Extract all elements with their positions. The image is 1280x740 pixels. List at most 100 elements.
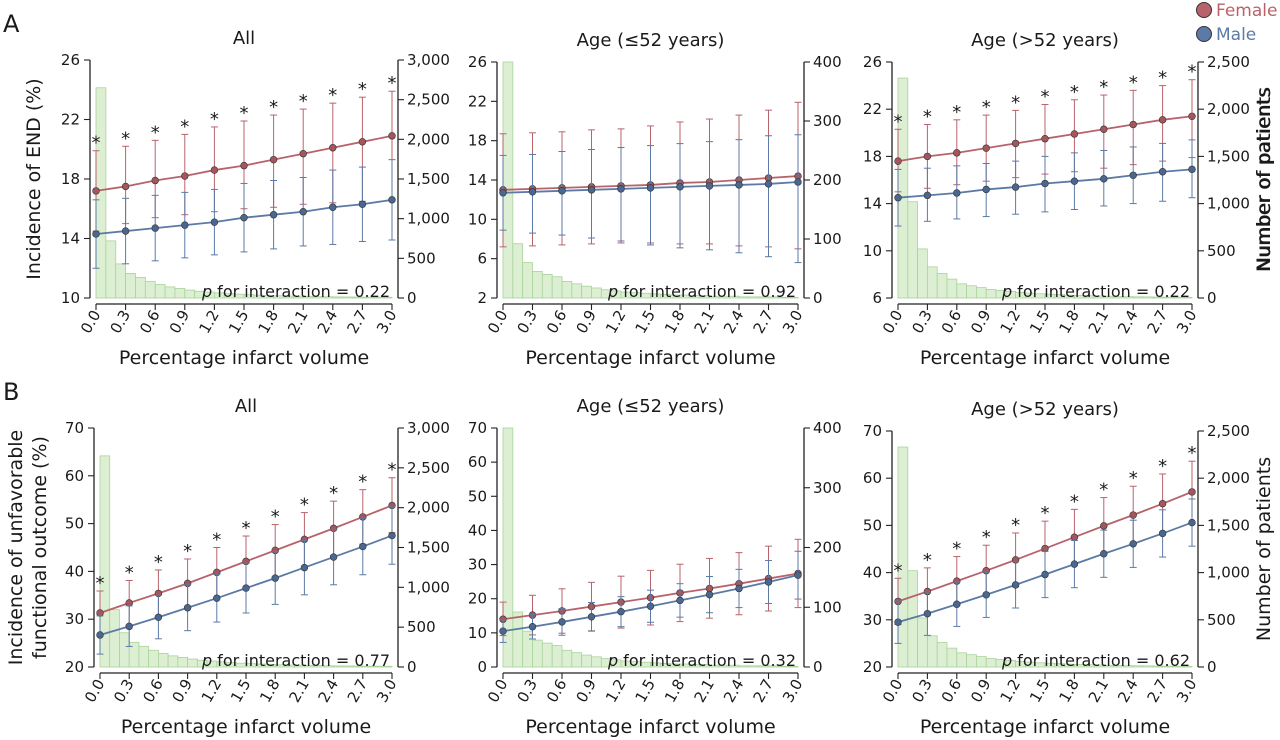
data-point <box>1100 175 1108 183</box>
interaction-annotation: p for interaction = 0.62 <box>1001 651 1190 670</box>
data-point <box>676 596 684 605</box>
histogram-bar <box>157 653 169 668</box>
y-tick-label: 30 <box>65 610 84 628</box>
y2-tick-label: 500 <box>407 618 436 636</box>
data-point <box>1129 171 1137 179</box>
histogram-bar <box>502 427 514 668</box>
interaction-text: for interaction = 0.22 <box>1012 282 1190 301</box>
data-point <box>499 627 507 635</box>
data-point <box>269 211 278 219</box>
y2-tick-label: 400 <box>813 419 842 437</box>
x-tick-label: 2.4 <box>314 307 342 337</box>
data-point <box>1011 183 1020 191</box>
x-tick-label: 2.1 <box>1085 307 1113 337</box>
data-point <box>210 166 219 174</box>
histogram-bar <box>551 276 563 299</box>
significance-star: * <box>125 562 134 583</box>
significance-star: * <box>210 109 219 130</box>
histogram-bar <box>99 455 111 668</box>
data-point <box>96 631 104 639</box>
x-tick-label: 1.8 <box>661 676 689 706</box>
histogram-bar <box>512 611 524 668</box>
y-tick-label: 60 <box>468 453 487 471</box>
data-point <box>1070 533 1079 541</box>
interaction-annotation: p for interaction = 0.77 <box>201 651 390 670</box>
y-tick-label: 0 <box>477 658 487 676</box>
significance-star: * <box>982 97 991 118</box>
histogram-bar <box>187 658 198 668</box>
significance-star: * <box>96 573 105 594</box>
data-point <box>587 186 596 194</box>
x-tick-label: 1.2 <box>198 676 226 706</box>
histogram-bar <box>541 642 553 668</box>
data-point <box>923 152 932 161</box>
data-point <box>764 578 773 586</box>
histogram-bar <box>119 632 130 668</box>
y2-tick-label: 1,000 <box>1207 195 1250 213</box>
interaction-annotation: p for interaction = 0.92 <box>607 282 796 301</box>
histogram-bar <box>927 635 938 668</box>
data-point <box>953 189 961 197</box>
y-tick-label: 60 <box>65 467 84 485</box>
legend: Female Male <box>1196 1 1277 45</box>
data-point <box>358 138 367 146</box>
data-point <box>1188 518 1196 527</box>
x-tick-label: 1.5 <box>225 307 253 337</box>
y-tick-label: 6 <box>477 250 487 268</box>
data-point <box>1070 130 1079 138</box>
x-tick-label: 2.1 <box>284 307 312 337</box>
histogram <box>502 61 799 299</box>
x-tick-label: 0.9 <box>169 676 197 706</box>
y2-tick-label: 0 <box>1207 289 1217 307</box>
x-tick-label: 2.1 <box>285 676 313 706</box>
significance-star: * <box>1099 480 1108 501</box>
legend-marker-female <box>1196 2 1212 18</box>
significance-star: * <box>154 552 163 573</box>
histogram-bar <box>917 248 928 299</box>
x-tick-label: 0.6 <box>543 676 571 706</box>
histogram-bar <box>381 296 393 299</box>
y-tick-label: 2 <box>477 289 487 307</box>
x-tick-label: 0.9 <box>967 307 995 337</box>
histogram <box>99 455 393 668</box>
data-point <box>183 604 192 612</box>
data-point <box>329 203 337 211</box>
histogram-bar <box>946 278 958 299</box>
histogram <box>502 427 799 668</box>
x-tick-label: 1.2 <box>195 307 223 337</box>
histogram-bar <box>551 645 563 668</box>
data-point <box>794 571 802 579</box>
series-male <box>499 134 802 264</box>
data-point <box>528 623 537 631</box>
data-point <box>735 181 743 189</box>
x-tick-label: 2.7 <box>344 676 372 706</box>
data-point <box>154 613 163 621</box>
y-tick-label: 20 <box>863 658 882 676</box>
x-tick-label: 1.8 <box>255 307 283 337</box>
x-tick-label: 3.0 <box>373 676 401 706</box>
y2-tick-label: 1,500 <box>407 539 450 557</box>
histogram <box>95 87 393 299</box>
x-tick-label: 2.7 <box>1144 676 1172 706</box>
x-axis-title: Percentage infarct volume <box>920 347 1170 369</box>
y2-tick-label: 500 <box>407 249 436 267</box>
x-axis-title: Percentage infarct volume <box>525 716 775 738</box>
series-female <box>894 460 1196 626</box>
histogram-bar <box>561 281 573 299</box>
significance-star: * <box>952 539 961 560</box>
histogram-bar <box>581 654 592 668</box>
data-point <box>617 607 625 616</box>
data-point <box>242 584 250 592</box>
histogram-bar <box>502 61 514 299</box>
p-symbol: p <box>1001 651 1012 670</box>
significance-star: * <box>923 550 932 571</box>
y-tick-label: 26 <box>61 51 80 69</box>
x-tick-label: 0.6 <box>136 307 164 337</box>
data-point <box>646 184 655 192</box>
x-tick-label: 0.6 <box>938 307 966 337</box>
y2-tick-label: 400 <box>813 53 842 71</box>
data-point <box>388 132 396 140</box>
y2-tick-label: 2,500 <box>1207 422 1250 440</box>
significance-star: * <box>329 483 338 504</box>
x-tick-label: 0.9 <box>166 307 194 337</box>
